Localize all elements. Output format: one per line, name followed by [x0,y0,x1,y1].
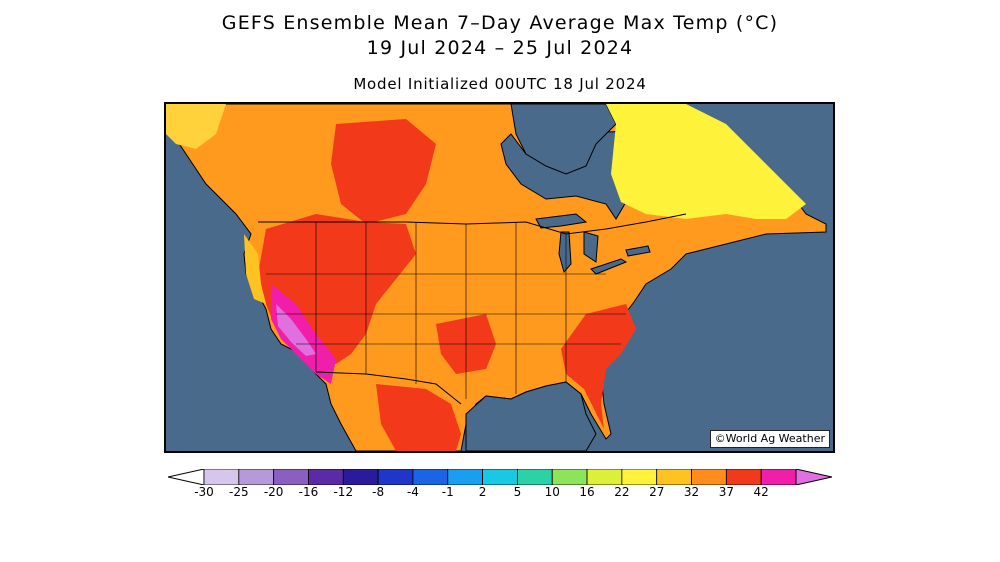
colorbar-segment [308,469,344,485]
colorbar-segment [447,469,483,485]
colorbar-tick-label: 16 [579,485,595,499]
colorbar-tick-label: -8 [372,485,385,499]
land-temperature-field [166,104,827,451]
colorbar-tick-label: 5 [513,485,522,499]
colorbar-segment [377,469,414,485]
temperature-map: ©World Ag Weather [164,102,835,453]
date-range: 19 Jul 2024 – 25 Jul 2024 [366,37,634,59]
us-mexico-border [315,371,462,405]
model-init-label: Model Initialized 00UTC 18 Jul 2024 [353,75,647,93]
colorbar-segment [412,469,449,485]
colorbar-tick-label: -20 [263,485,284,499]
colorbar-tick-label: 10 [544,485,560,499]
colorbar-segment [203,469,240,485]
colorbar-segment [238,469,275,485]
northwest-cool-zone [166,104,226,149]
colorbar-tick-label: -1 [441,485,454,499]
colorbar-tick-label: 22 [614,485,630,499]
colorbar-segment [691,469,727,485]
colorbar-max-arrow [795,469,832,485]
colorbar-segment [273,469,309,485]
colorbar-tick-label: 27 [649,485,665,499]
map-canvas [166,104,833,451]
lake-michigan [558,231,572,274]
state-lines [266,222,626,399]
colorbar-segment [656,469,692,485]
colorbar-segment [760,469,797,485]
map-credit: ©World Ag Weather [709,430,830,448]
colorbar-tick-label: 32 [683,485,700,499]
map-title: GEFS Ensemble Mean 7–Day Average Max Tem… [221,12,779,34]
colorbar-segment [621,469,658,485]
colorbar-tick-label: 2 [478,485,487,499]
colorbar-segment [482,469,518,485]
southeast-hot-zone [561,304,636,429]
colorbar-segment [725,469,762,485]
lake-ontario [625,245,651,257]
colorbar-segment [517,469,553,485]
gulf-of-mexico [465,381,597,451]
color-scale-bar [168,469,832,485]
mexico-hot-zone [376,384,461,451]
prairie-hot-zone [331,119,436,224]
colorbar-tick-label: -30 [194,485,214,499]
pacific-coast-zone [244,234,266,304]
lake-huron [583,231,599,263]
southwest-extreme-zone [271,284,336,384]
colorbar-tick-label: 42 [753,485,769,499]
colorbar-tick-label: 37 [718,485,734,499]
colorbar-segment [342,469,379,485]
desert-peak-zone [276,304,316,356]
colorbar-tick-label: -16 [298,485,319,499]
lake-erie [590,258,628,275]
colorbar-tick-label: -12 [333,485,354,499]
color-scale-labels: -30 -25 -20 -16 -12 -8 -4 -1 2 5 10 16 22 27 32 37 42 [0,485,1000,505]
quebec-cool-zone [606,104,806,219]
colorbar-segment [586,469,623,485]
colorbar-min-arrow [168,469,205,485]
colorbar-tick-label: -25 [229,485,249,499]
colorbar-tick-label: -4 [406,485,419,499]
colorbar-segment [551,469,588,485]
